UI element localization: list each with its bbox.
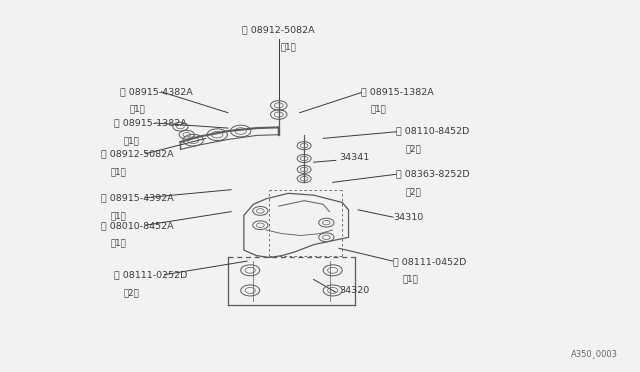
Text: （2）: （2） <box>406 144 421 153</box>
Text: 34320: 34320 <box>339 286 369 295</box>
Text: （2）: （2） <box>124 288 139 297</box>
Text: （1）: （1） <box>111 211 126 220</box>
Text: （1）: （1） <box>111 238 126 247</box>
Text: Ⓚ 08915-4382A: Ⓚ 08915-4382A <box>120 87 193 96</box>
Text: （1）: （1） <box>371 105 387 114</box>
Text: Ⓚ 08915-1382A: Ⓚ 08915-1382A <box>361 87 434 96</box>
Text: （2）: （2） <box>406 187 421 196</box>
Text: Ⓑ 08111-0252D: Ⓑ 08111-0252D <box>114 270 187 279</box>
Text: （1）: （1） <box>280 42 296 51</box>
Text: Ⓝ 08912-5082A: Ⓝ 08912-5082A <box>101 150 173 158</box>
Text: Ⓚ 08915-4392A: Ⓚ 08915-4392A <box>101 193 174 202</box>
Text: 34341: 34341 <box>339 153 369 162</box>
Text: （1）: （1） <box>130 105 145 114</box>
Text: Ⓑ 08110-8452D: Ⓑ 08110-8452D <box>396 126 470 135</box>
Text: 34310: 34310 <box>393 213 423 222</box>
Text: Ⓑ 08010-8452A: Ⓑ 08010-8452A <box>101 221 173 230</box>
Text: Ⓑ 08111-0452D: Ⓑ 08111-0452D <box>393 257 467 266</box>
Text: （1）: （1） <box>403 275 418 283</box>
Text: Ⓚ 08915-1382A: Ⓚ 08915-1382A <box>114 118 186 127</box>
Text: （1）: （1） <box>124 136 139 145</box>
Text: Ⓝ 08912-5082A: Ⓝ 08912-5082A <box>243 25 315 34</box>
Text: Ⓢ 08363-8252D: Ⓢ 08363-8252D <box>396 170 470 179</box>
Text: A350¸0003: A350¸0003 <box>571 349 618 358</box>
Text: （1）: （1） <box>111 167 126 176</box>
